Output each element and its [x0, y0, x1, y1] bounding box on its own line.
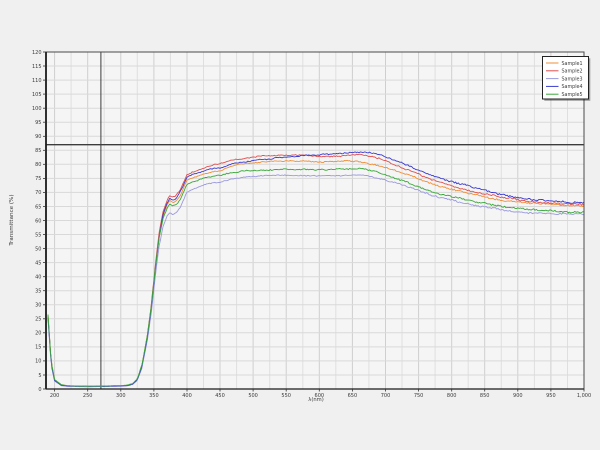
y-tick-label: 50	[35, 246, 41, 252]
y-tick-label: 60	[35, 218, 41, 224]
x-tick-label: 850	[480, 393, 490, 399]
legend-item-sample1[interactable]: Sample1	[546, 61, 583, 67]
legend-item-sample5[interactable]: Sample5	[546, 92, 583, 98]
x-tick-label: 650	[348, 393, 358, 399]
x-tick-label: 1,000	[577, 393, 591, 399]
y-tick-label: 15	[35, 345, 41, 351]
y-tick-label: 85	[35, 148, 41, 154]
legend-item-sample3[interactable]: Sample3	[546, 76, 583, 82]
y-tick-label: 55	[35, 232, 41, 238]
legend-item-label: Sample5	[562, 92, 583, 98]
legend-item-sample4[interactable]: Sample4	[546, 84, 583, 90]
x-tick-label: 200	[50, 393, 60, 399]
x-tick-label: 350	[149, 393, 159, 399]
x-tick-label: 550	[281, 393, 291, 399]
y-tick-label: 20	[35, 331, 41, 337]
legend-item-label: Sample1	[562, 61, 583, 67]
x-tick-label: 700	[381, 393, 391, 399]
x-tick-label: 250	[83, 393, 93, 399]
x-tick-label: 600	[315, 393, 325, 399]
y-tick-label: 115	[32, 64, 42, 70]
legend-item-sample2[interactable]: Sample2	[546, 69, 583, 75]
legend-item-label: Sample4	[562, 84, 583, 90]
y-tick-label: 120	[32, 50, 42, 56]
x-tick-label: 800	[447, 393, 457, 399]
y-tick-label: 5	[38, 373, 41, 379]
x-tick-label: 450	[215, 393, 225, 399]
y-tick-label: 100	[32, 106, 42, 112]
legend-item-label: Sample2	[562, 69, 583, 75]
series-line-sample5	[47, 167, 585, 387]
y-tick-label: 80	[35, 162, 41, 168]
y-tick-label: 95	[35, 120, 41, 126]
legend[interactable]	[542, 56, 589, 100]
y-tick-label: 25	[35, 317, 41, 323]
y-tick-label: 90	[35, 134, 41, 140]
x-tick-label: 750	[414, 393, 424, 399]
x-tick-label: 950	[546, 393, 556, 399]
y-tick-label: 70	[35, 190, 41, 196]
x-tick-label: 900	[513, 393, 523, 399]
y-tick-label: 0	[38, 387, 41, 393]
x-axis-title: λ(nm)	[308, 397, 323, 403]
y-tick-label: 45	[35, 260, 41, 266]
y-tick-label: 110	[32, 78, 42, 84]
y-tick-label: 40	[35, 275, 41, 281]
x-tick-label: 400	[182, 393, 192, 399]
y-tick-label: 30	[35, 303, 41, 309]
y-axis-title: Transmittance (%)	[9, 194, 15, 246]
y-tick-label: 35	[35, 289, 41, 295]
y-tick-label: 65	[35, 204, 41, 210]
y-tick-label: 105	[32, 92, 42, 98]
y-tick-label: 75	[35, 176, 41, 182]
x-tick-label: 500	[248, 393, 258, 399]
x-tick-label: 300	[116, 393, 126, 399]
legend-item-label: Sample3	[562, 76, 583, 82]
y-tick-label: 10	[35, 359, 41, 365]
